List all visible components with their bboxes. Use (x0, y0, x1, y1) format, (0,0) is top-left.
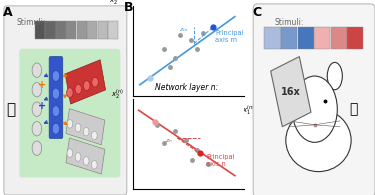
Text: C: C (252, 6, 261, 19)
Polygon shape (66, 109, 105, 145)
Text: B: B (124, 1, 134, 14)
Circle shape (52, 88, 60, 99)
Text: $x_1^{(m)}$: $x_1^{(m)}$ (242, 104, 256, 118)
Text: 🔊: 🔊 (6, 102, 15, 117)
Ellipse shape (287, 62, 302, 90)
Circle shape (83, 157, 89, 165)
Bar (347, 27, 363, 49)
Polygon shape (66, 138, 105, 174)
Circle shape (32, 121, 42, 136)
Text: Principal
axis n: Principal axis n (206, 154, 235, 167)
Bar (108, 21, 118, 39)
Circle shape (32, 82, 42, 97)
Circle shape (92, 131, 97, 140)
Circle shape (32, 63, 42, 77)
FancyBboxPatch shape (20, 49, 120, 177)
Text: Stimuli:: Stimuli: (17, 18, 46, 27)
Circle shape (32, 141, 42, 155)
Bar (331, 27, 347, 49)
Circle shape (52, 71, 60, 82)
Bar (281, 27, 297, 49)
Circle shape (32, 102, 42, 116)
Bar (35, 21, 45, 39)
FancyBboxPatch shape (253, 4, 375, 195)
Text: $x_2^{(m)}$: $x_2^{(m)}$ (110, 0, 124, 9)
FancyBboxPatch shape (4, 6, 127, 195)
Polygon shape (65, 60, 105, 104)
Text: 🔔: 🔔 (350, 102, 358, 116)
Bar (45, 21, 56, 39)
Text: $z_n$: $z_n$ (165, 137, 173, 145)
FancyBboxPatch shape (49, 57, 63, 138)
Bar (98, 21, 108, 39)
Circle shape (83, 127, 89, 136)
Text: +: + (38, 101, 46, 111)
Bar (264, 27, 280, 49)
Bar (66, 21, 76, 39)
Bar (77, 21, 87, 39)
Text: $z_m$: $z_m$ (179, 26, 188, 34)
Ellipse shape (327, 62, 342, 90)
Ellipse shape (286, 109, 351, 172)
Circle shape (52, 106, 60, 117)
Text: Principal
axis m: Principal axis m (215, 30, 243, 43)
Text: Network layer n:: Network layer n: (155, 83, 219, 92)
Text: 16x: 16x (281, 87, 301, 97)
Circle shape (92, 77, 98, 87)
Bar (314, 27, 330, 49)
Text: A: A (3, 6, 12, 19)
Circle shape (92, 160, 97, 169)
Circle shape (84, 81, 90, 90)
Circle shape (75, 123, 81, 132)
Bar (56, 21, 66, 39)
Bar (87, 21, 98, 39)
Circle shape (67, 120, 73, 128)
Ellipse shape (292, 76, 338, 142)
Circle shape (75, 153, 81, 161)
Circle shape (52, 123, 60, 134)
Text: $x_2^{(n)}$: $x_2^{(n)}$ (111, 88, 124, 102)
Circle shape (67, 149, 73, 157)
Polygon shape (271, 57, 311, 127)
Bar (298, 27, 314, 49)
Text: Stimuli:: Stimuli: (274, 18, 304, 27)
Text: +: + (38, 80, 46, 90)
Circle shape (75, 84, 81, 94)
Circle shape (67, 88, 73, 98)
